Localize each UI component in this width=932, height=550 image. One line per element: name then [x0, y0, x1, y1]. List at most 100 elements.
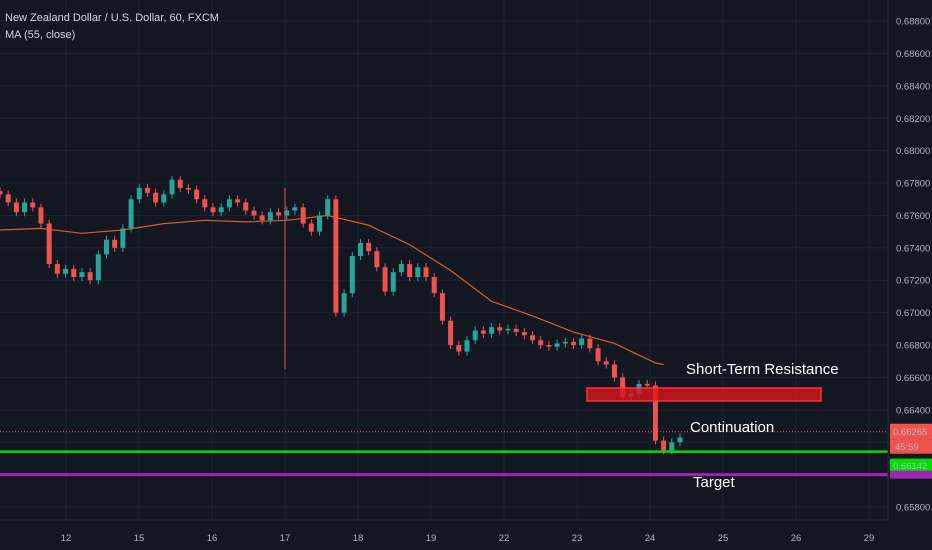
continuation-badge-label: 0.66142 — [893, 461, 927, 472]
candle — [669, 442, 675, 451]
candle — [472, 330, 478, 341]
candle — [87, 272, 93, 281]
candle — [95, 254, 101, 281]
candle — [497, 327, 503, 331]
candles — [0, 175, 683, 455]
x-tick-label: 25 — [718, 533, 729, 544]
x-tick-label: 18 — [353, 533, 364, 544]
grid — [0, 0, 888, 520]
x-tick-label: 15 — [134, 533, 145, 544]
candle — [538, 340, 544, 346]
candle — [661, 440, 667, 451]
x-tick-label: 12 — [61, 533, 72, 544]
y-tick-label: 0.67400 — [896, 243, 930, 254]
candle — [505, 328, 511, 331]
candle — [251, 210, 257, 216]
y-tick-label: 0.66600 — [896, 373, 930, 384]
candle — [390, 272, 396, 292]
y-tick-label: 0.67000 — [896, 308, 930, 319]
candle — [325, 199, 331, 216]
candle — [587, 338, 593, 349]
candle — [153, 192, 159, 203]
candle — [5, 194, 11, 203]
candle — [79, 272, 85, 278]
candle — [382, 267, 388, 292]
y-tick-label: 0.66800 — [896, 341, 930, 352]
indicator-label: MA (55, close) — [5, 29, 76, 41]
candle — [464, 340, 470, 352]
x-tick-label: 23 — [572, 533, 583, 544]
annotation-continuation[interactable]: Continuation — [690, 419, 774, 436]
candle — [46, 223, 52, 265]
y-tick-label: 0.67800 — [896, 179, 930, 190]
resistance-zone[interactable] — [586, 387, 822, 402]
candle — [398, 264, 404, 273]
candle — [128, 199, 134, 229]
candle — [308, 223, 314, 232]
candle — [235, 199, 241, 203]
candle — [317, 215, 323, 232]
candle — [54, 264, 60, 274]
candle — [71, 268, 77, 278]
y-tick-label: 0.68400 — [896, 81, 930, 92]
x-tick-label: 16 — [207, 533, 218, 544]
candle — [259, 215, 265, 221]
candle — [357, 242, 363, 256]
candle — [374, 251, 380, 268]
legend: New Zealand Dollar / U.S. Dollar, 60, FX… — [5, 10, 219, 44]
annotation-target[interactable]: Target — [693, 474, 736, 491]
x-tick-label: 29 — [864, 533, 875, 544]
y-tick-label: 0.65800 — [896, 503, 930, 514]
candle — [226, 199, 232, 208]
target-badge — [890, 470, 932, 479]
x-tick-label: 24 — [645, 533, 656, 544]
candle — [0, 191, 3, 195]
candle — [136, 187, 142, 200]
candle — [333, 199, 339, 313]
y-tick-label: 0.68600 — [896, 49, 930, 60]
candle — [185, 187, 191, 190]
candle — [218, 207, 224, 213]
candle — [644, 383, 650, 386]
candle — [423, 267, 429, 278]
price-axis[interactable]: 0.68800 0.68600 0.68400 0.68200 0.68000 0.678… — [887, 0, 932, 550]
candle — [202, 199, 208, 208]
time-axis[interactable]: 12 15 16 17 18 19 22 23 24 25 26 29 — [0, 519, 888, 544]
candle — [521, 332, 527, 336]
candle — [292, 207, 298, 211]
candle — [13, 202, 19, 213]
last-price-label: 0.66265 — [893, 427, 927, 438]
candle — [284, 210, 290, 216]
y-tick-label: 0.67200 — [896, 276, 930, 287]
last-price-badge — [890, 423, 932, 440]
y-tick-label: 0.68000 — [896, 146, 930, 157]
candle — [489, 327, 495, 334]
x-tick-label: 22 — [499, 533, 510, 544]
x-tick-label: 26 — [791, 533, 802, 544]
candle — [30, 202, 36, 208]
candle — [194, 189, 200, 200]
ma-55-path — [0, 214, 664, 366]
candle — [300, 207, 306, 224]
y-tick-label: 0.68800 — [896, 17, 930, 28]
candle — [38, 207, 44, 224]
continuation-badge — [890, 458, 932, 473]
candle — [415, 267, 421, 278]
candle — [161, 194, 167, 203]
annotation-short-term-resistance[interactable]: Short-Term Resistance — [686, 361, 839, 378]
candle — [431, 277, 437, 294]
candle — [579, 338, 585, 346]
candle — [448, 320, 454, 346]
candle — [267, 212, 273, 221]
candle — [570, 341, 576, 346]
candle — [595, 348, 601, 362]
candle — [456, 345, 462, 352]
candle — [407, 264, 413, 278]
candle — [546, 345, 552, 347]
x-tick-label: 19 — [426, 533, 437, 544]
candle — [530, 335, 536, 341]
countdown-badge — [890, 439, 932, 454]
ma-55-line — [0, 214, 664, 366]
candle — [366, 242, 372, 252]
